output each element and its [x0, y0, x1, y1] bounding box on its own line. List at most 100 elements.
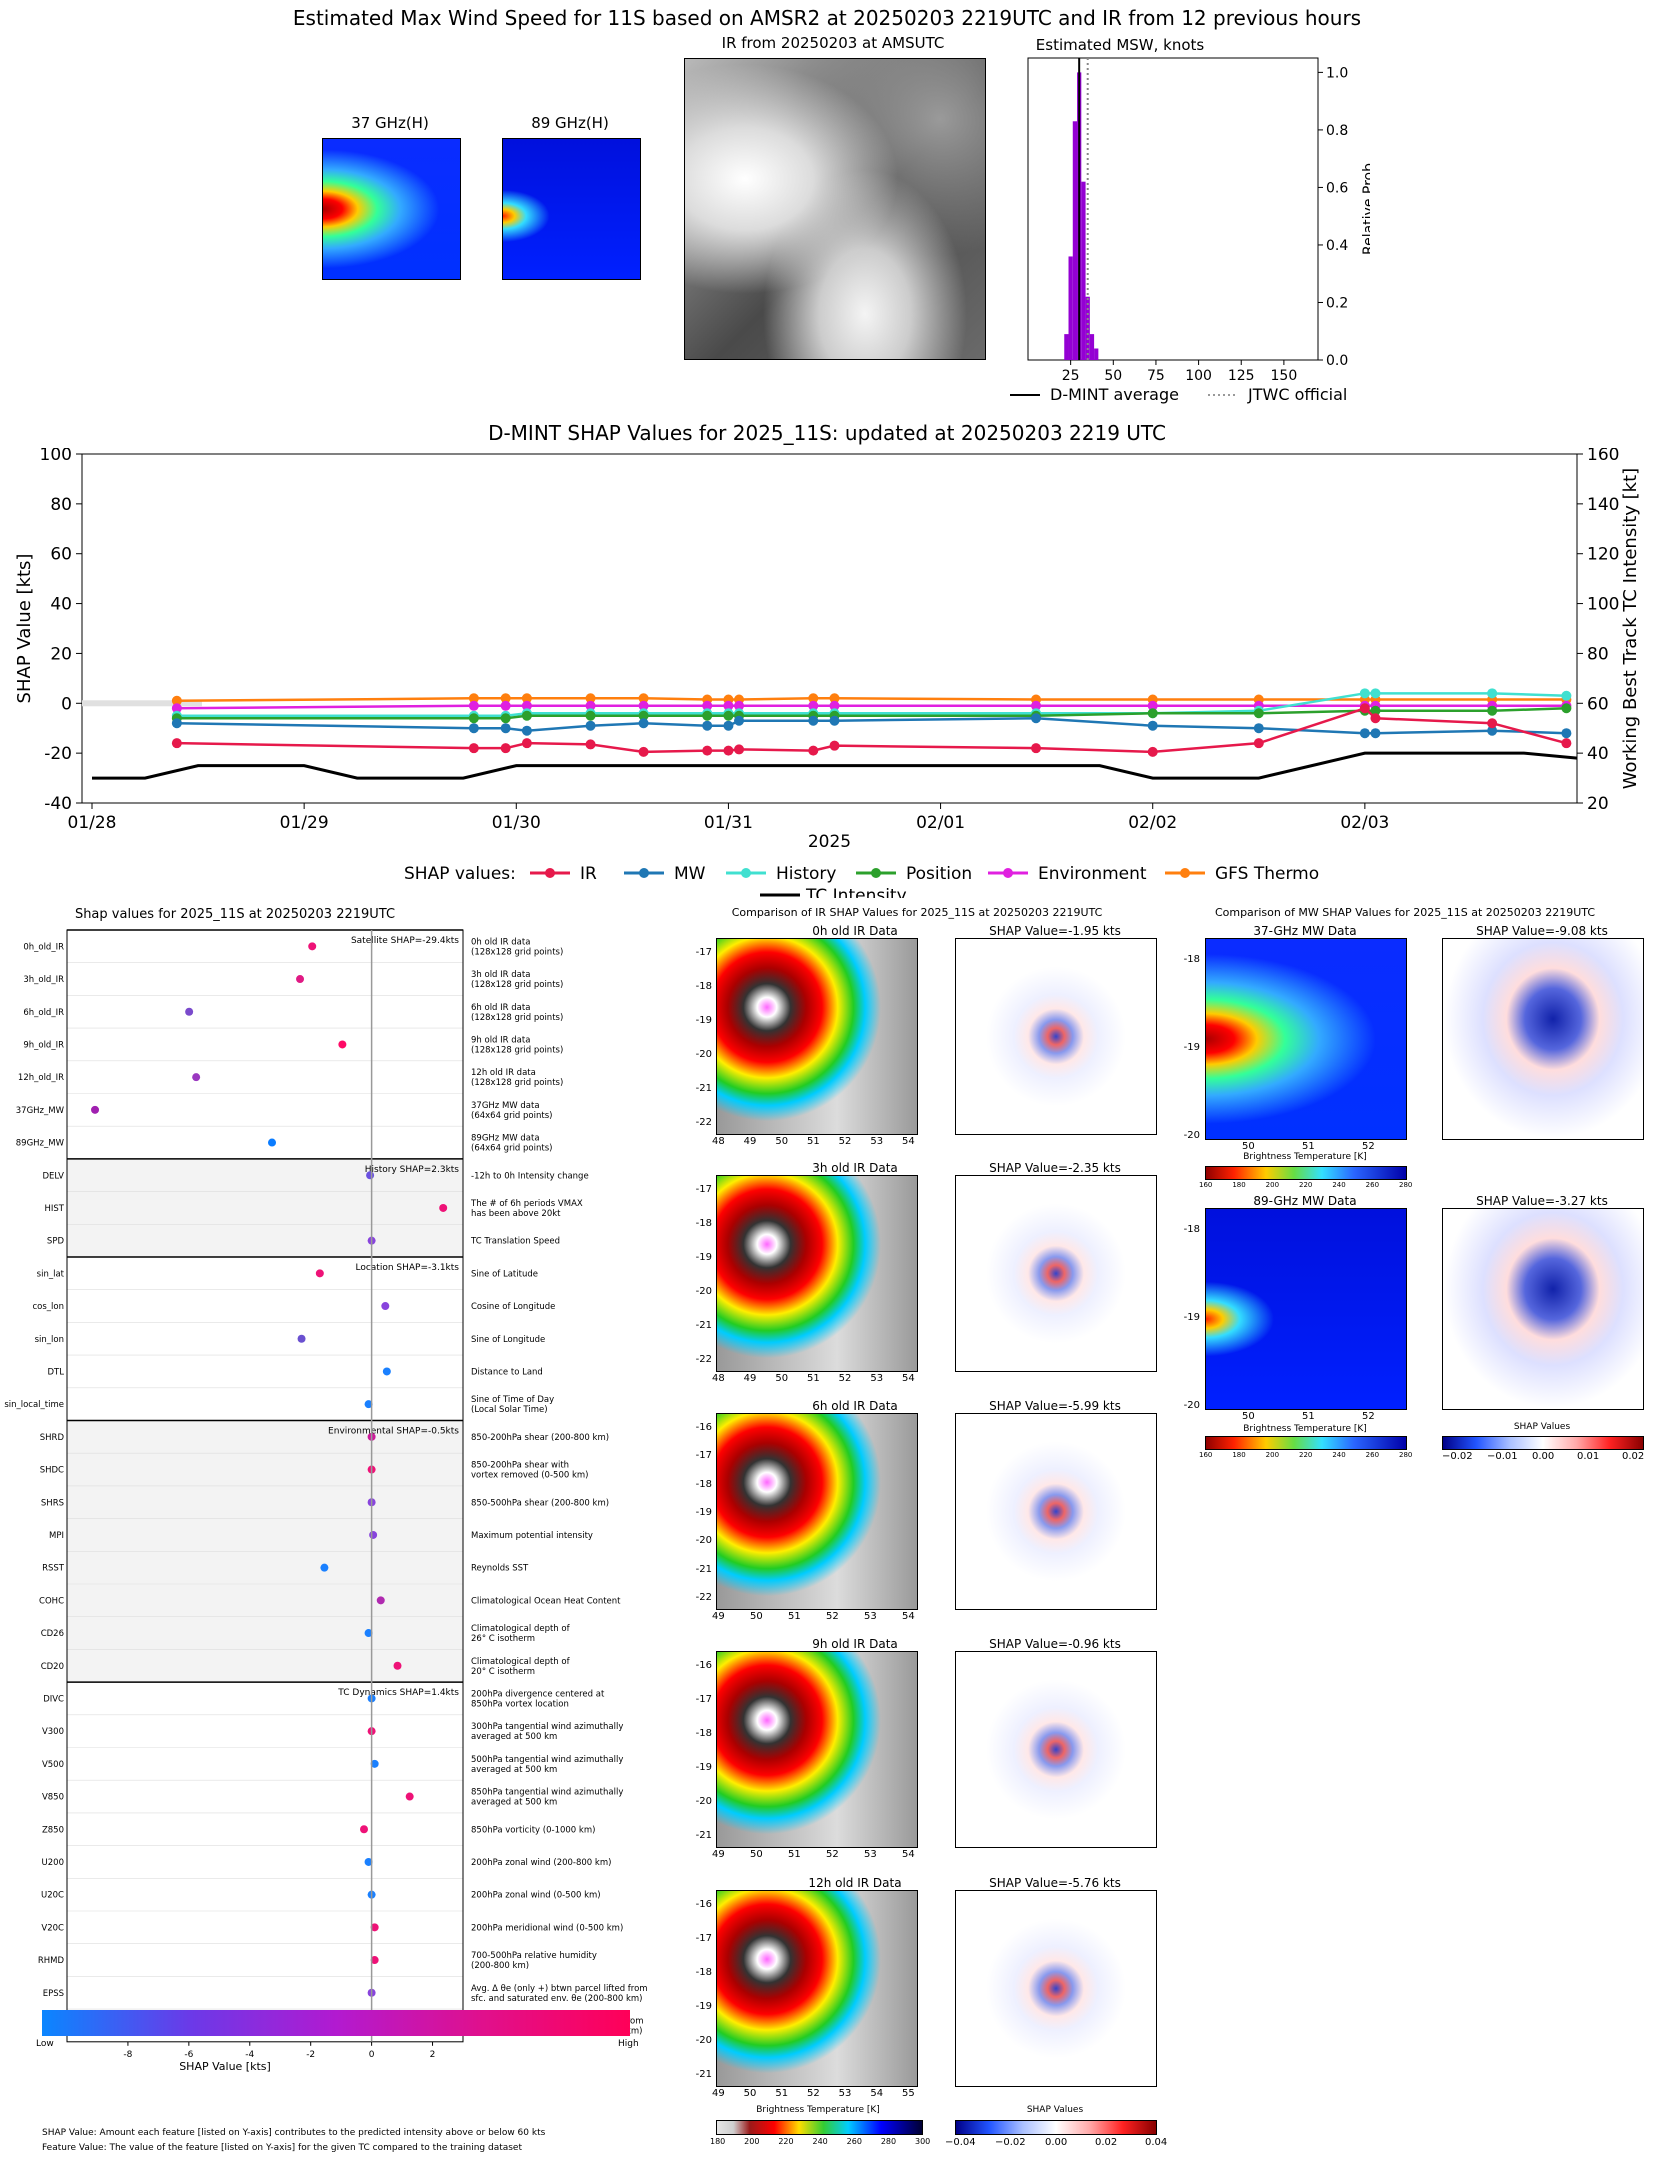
main-title: Estimated Max Wind Speed for 11S based o…: [292, 6, 1362, 30]
series-point: [1031, 713, 1042, 724]
feature-desc: (128x128 grid points): [471, 947, 563, 957]
feature-name: V300: [42, 1727, 64, 1737]
ir-y-tick-label: -17: [695, 1450, 712, 1462]
feature-name: RSST: [42, 1564, 65, 1574]
ir-x-tick-label: 53: [838, 2088, 852, 2099]
feature-point: [268, 1138, 277, 1147]
feature-desc: Sine of Longitude: [471, 1335, 545, 1345]
ir-y-tick-label: -18: [695, 1478, 712, 1490]
feature-name: DELV: [42, 1171, 64, 1181]
feature-name: CD20: [41, 1662, 64, 1672]
ts-y-tick-label: 100: [40, 448, 72, 465]
feature-desc: 850hPa tangential wind azimuthally: [471, 1788, 623, 1798]
series-point: [734, 744, 745, 755]
ir-y-tick-label: -22: [695, 1354, 712, 1365]
shap-timeseries-chart: -40 -20 0 20 40 60 80 100 20 40 60 80 100 120 140 160 01…: [14, 448, 1641, 898]
msw-x-tick-label: 150: [1271, 368, 1298, 384]
feature-desc: Distance to Land: [471, 1367, 543, 1377]
msw-x-tick-label: 100: [1185, 368, 1212, 384]
feature-name: SHRS: [41, 1498, 64, 1508]
series-point: [829, 715, 840, 726]
legend-jtwc-label: JTWC official: [1247, 385, 1347, 404]
mw-comparison-title: Comparison of MW SHAP Values for 2025_11…: [1214, 906, 1596, 919]
ir-x-tick-label: 50: [743, 2088, 757, 2099]
ir-bt-tick: 220: [778, 2137, 794, 2146]
shap-x-tick-label: -2: [306, 2050, 315, 2060]
ts-legend-label: MW: [674, 864, 706, 884]
mw37-bt-tick: 240: [1332, 1181, 1346, 1189]
series-point: [468, 743, 479, 754]
msw-bar: [1064, 334, 1069, 360]
series-point: [734, 715, 745, 726]
ir-panel-image: [716, 1413, 918, 1610]
ir-y-tick-label: -21: [695, 1320, 712, 1331]
series-point: [1031, 700, 1042, 711]
feature-name: SHRD: [40, 1433, 65, 1443]
mw-y-tick-label: -20: [1183, 1400, 1200, 1411]
series-point: [702, 710, 713, 721]
feature-desc: Reynolds SST: [471, 1564, 529, 1574]
feature-desc: 12h old IR data: [471, 1068, 536, 1078]
series-point: [734, 700, 745, 711]
msw-y-tick-label: 0.4: [1326, 238, 1348, 254]
ts-y-tick-label: -40: [44, 794, 72, 814]
footnote-shap: SHAP Value: Amount each feature [listed …: [42, 2128, 546, 2138]
ir-y-tick-label: -22: [695, 1592, 712, 1603]
ir-x-tick-label: 50: [775, 1136, 789, 1147]
ts-legend-label: Environment: [1038, 864, 1147, 884]
feature-name: 6h_old_IR: [23, 1008, 64, 1018]
ir-x-tick-label: 53: [870, 1373, 884, 1384]
label-37ghz: 37 GHz(H): [351, 114, 429, 132]
series-point: [585, 710, 596, 721]
msw-y-tick-label: 1.0: [1326, 65, 1348, 81]
ir-bt-tick: 180: [710, 2137, 726, 2146]
mw89-bt-tick: 280: [1399, 1451, 1413, 1459]
ir-x-tick-label: 50: [750, 1849, 763, 1860]
mw-panel-label: 37-GHz MW Data: [1253, 924, 1357, 938]
feature-name: 37GHz_MW: [16, 1106, 65, 1116]
feature-name: 9h_old_IR: [23, 1040, 64, 1050]
ir-shap-tick: 0.04: [1145, 2137, 1168, 2148]
mw89-bt-tick: 200: [1265, 1451, 1280, 1459]
ir-x-tick-label: 54: [902, 1373, 915, 1384]
mw-shap-colorbar: [1442, 1436, 1644, 1450]
feature-name: SPD: [47, 1237, 65, 1247]
feature-desc: Maximum potential intensity: [471, 1531, 593, 1541]
shap-x-tick-label: 0: [369, 2050, 375, 2060]
ir-bt-label: Brightness Temperature [K]: [756, 2105, 880, 2115]
series-point: [1359, 688, 1370, 699]
series-point: [808, 745, 819, 756]
ir-x-tick-label: 49: [712, 2088, 725, 2099]
series-point: [171, 738, 182, 749]
mw-y-tick-label: -20: [1183, 1130, 1200, 1141]
ir-x-tick-label: 52: [826, 1611, 839, 1622]
feature-name: HIST: [45, 1204, 65, 1214]
feature-desc: Avg. Δ θe (only +) btwn parcel lifted fr…: [471, 1984, 648, 1994]
mw-shap-label: SHAP Values: [1513, 1422, 1571, 1432]
feature-desc: 850hPa vorticity (0-1000 km): [471, 1825, 595, 1835]
ts-legend-label: GFS Thermo: [1215, 864, 1319, 884]
mw-shap-tick: 0.02: [1622, 1451, 1645, 1462]
series-point: [1359, 703, 1370, 714]
feature-name: RHMD: [38, 1956, 65, 1966]
ir-x-tick-label: 50: [775, 1373, 789, 1384]
ir-y-tick-label: -19: [695, 1762, 712, 1773]
mw89-bt-tick: 240: [1332, 1451, 1346, 1459]
feature-name: SHDC: [40, 1466, 64, 1476]
feature-point: [185, 1007, 194, 1016]
ir-y-tick-label: -20: [695, 1535, 712, 1547]
ts-legend-marker: [545, 868, 555, 878]
mw-panel-image: [1205, 938, 1407, 1140]
ir-shap-tick: −0.02: [995, 2137, 1026, 2148]
mw-shap-tick: −0.01: [1487, 1451, 1518, 1462]
ts-y2-tick-label: 40: [1587, 744, 1609, 764]
series-point: [1253, 708, 1264, 719]
feature-name: 3h_old_IR: [23, 975, 64, 985]
series-point: [585, 693, 596, 704]
series-point: [468, 713, 479, 724]
ir-x-tick-label: 52: [838, 1136, 852, 1147]
mw89-bt-tick: 260: [1365, 1451, 1380, 1459]
series-point: [1147, 720, 1158, 731]
series-point: [521, 725, 532, 736]
msw-y-tick-label: 0.8: [1326, 123, 1348, 139]
